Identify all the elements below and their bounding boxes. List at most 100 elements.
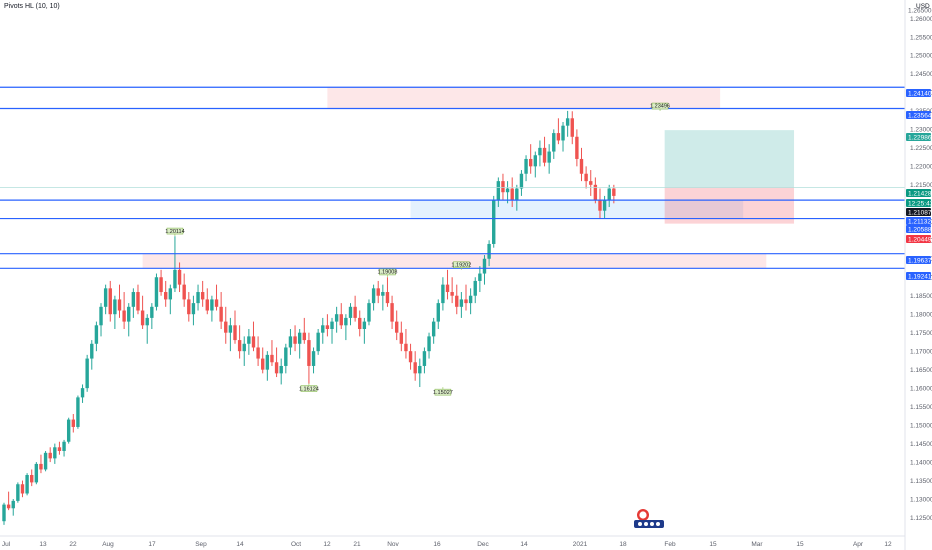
candle-body (113, 299, 117, 315)
candle (367, 299, 371, 326)
candle (455, 284, 459, 315)
candle-body (122, 310, 126, 322)
price-badge-value: 1.24140 (908, 90, 932, 97)
price-badge-box (906, 89, 931, 97)
candle-body (103, 288, 108, 307)
candle (53, 443, 57, 464)
candle-body (565, 118, 570, 126)
y-tick-label: 1.17000 (910, 348, 932, 355)
zone-red-0 (327, 87, 721, 109)
candle (427, 332, 431, 359)
candle (334, 306, 339, 333)
candle (173, 236, 177, 293)
candle (57, 441, 62, 455)
candle-body (99, 306, 103, 326)
candle (108, 280, 112, 322)
candle-body (445, 284, 450, 293)
candle-body (413, 362, 417, 374)
candle (464, 284, 468, 311)
time-axis[interactable]: Jul 13 22 Aug 17 Sep 14 Oct 12 21 Nov 16 Dec 14 2021 18… (0, 535, 905, 548)
candle (589, 170, 593, 196)
candle-body (528, 158, 533, 167)
price-badge-value: 1.22986 (908, 134, 932, 141)
candle-body (533, 155, 537, 167)
x-tick-label: 15 (709, 541, 717, 548)
candle (579, 147, 584, 182)
x-tick-label: 22 (69, 541, 77, 548)
candle-body (593, 184, 598, 200)
candle (16, 482, 20, 503)
price-badge-value: 1.21428 (908, 190, 932, 197)
y-tick-label: 1.16500 (910, 367, 932, 374)
x-tick-label: Aug (102, 541, 114, 548)
x-tick-label: Sep (195, 541, 207, 548)
candle (117, 284, 122, 318)
candle-body (177, 269, 182, 285)
candle (127, 303, 131, 337)
y-tick-label: 1.21500 (910, 182, 932, 189)
candle-body (367, 303, 371, 322)
pivot-label: 1.19202 (451, 261, 471, 270)
candle-body (288, 336, 293, 348)
candle (371, 284, 376, 311)
candle (422, 347, 427, 374)
y-tick-label: 1.18000 (910, 312, 932, 319)
candle-body (94, 325, 99, 344)
candle (219, 292, 223, 329)
candle-body (62, 441, 66, 451)
price-badges-layer: 1.26500 1.24140 1.23564 1.22986 1.21428 12:25… (906, 7, 932, 280)
candle (210, 295, 214, 322)
candle-body (542, 147, 547, 163)
pivot-value: 1.20114 (165, 229, 184, 235)
pivot-label: 1.23496 (650, 102, 670, 112)
candle (344, 314, 348, 341)
candle (565, 110, 570, 137)
candle-body (376, 288, 380, 296)
x-tick-label: 17 (148, 541, 156, 548)
candle (103, 284, 108, 315)
candle (145, 314, 149, 344)
candle-body (515, 188, 519, 200)
price-badge: 1.20449 (906, 235, 932, 243)
candle-body (612, 188, 616, 196)
candle (542, 136, 547, 167)
candle-body (321, 325, 325, 333)
price-badge: 1.19637 (906, 256, 932, 264)
price-badge-box (906, 225, 931, 233)
candle-body (311, 351, 316, 366)
candle-body (325, 325, 330, 329)
candle-body (228, 325, 233, 333)
candle (381, 284, 385, 311)
candle (191, 295, 196, 326)
candle (339, 303, 343, 329)
candle (34, 462, 39, 485)
candle-body (450, 292, 454, 296)
candle (325, 314, 330, 337)
candle-body (43, 452, 48, 470)
candle-body (348, 306, 353, 318)
candle (570, 111, 574, 145)
candle (302, 317, 306, 344)
x-tick-label: 21 (353, 541, 361, 548)
candle (122, 292, 126, 329)
candle-body (353, 306, 357, 318)
candle (519, 170, 524, 196)
price-badge: 1.24140 (906, 89, 932, 97)
candle (297, 328, 302, 359)
pivot-value: 1.16124 (299, 386, 319, 392)
candle-body (482, 258, 487, 274)
candle-body (330, 321, 334, 329)
x-tick-label: 13 (39, 541, 47, 548)
candle-body (575, 136, 579, 159)
candle-body (53, 447, 57, 459)
candle-body (265, 354, 270, 370)
candle (552, 129, 556, 159)
candle-body (274, 362, 279, 374)
y-tick-label: 1.26000 (910, 16, 932, 23)
candle-body (76, 397, 80, 427)
x-tick-label: 14 (520, 541, 528, 548)
candle (43, 450, 48, 472)
candle-body (390, 303, 394, 322)
price-badge: 1.21087 (906, 208, 932, 216)
